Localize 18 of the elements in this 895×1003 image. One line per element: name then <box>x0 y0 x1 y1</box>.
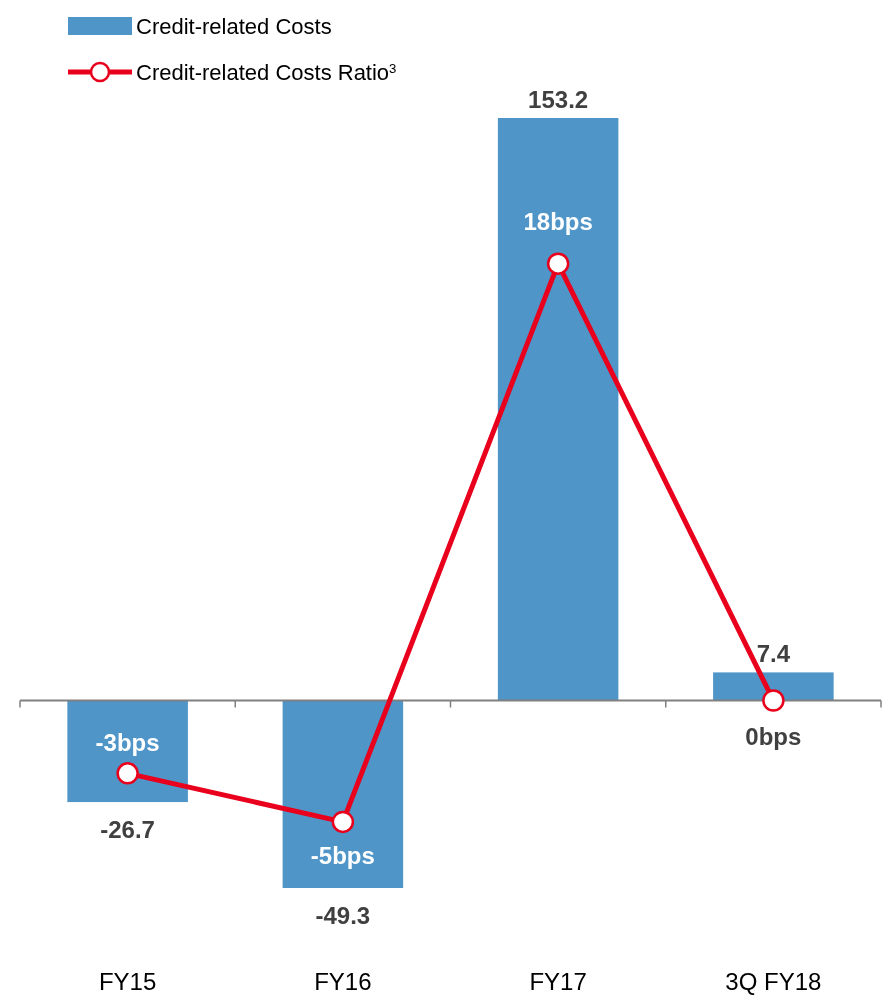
data-label: 0bps <box>745 722 802 750</box>
data-label: 7.4 <box>756 640 791 668</box>
x-tick-label: 3Q FY18 <box>725 968 822 995</box>
legend-label: Credit-related Costs Ratio$^{3}$ <box>136 60 397 85</box>
legend-label: Credit-related Costs <box>136 14 332 39</box>
data-label: 153.2 <box>528 86 589 113</box>
data-label: -49.3 <box>315 902 371 929</box>
point <box>116 762 139 785</box>
data-label: -5bps <box>310 841 375 869</box>
data-label: 18bps <box>523 207 593 235</box>
point <box>331 810 355 834</box>
data-label: -3bps <box>95 729 160 757</box>
point <box>762 689 785 712</box>
point <box>546 252 570 275</box>
data-label: -26.7 <box>100 816 155 844</box>
x-tick-label: FY15 <box>98 968 157 995</box>
x-tick-label: FY16 <box>314 968 372 995</box>
x-tick-label: FY17 <box>529 968 587 995</box>
